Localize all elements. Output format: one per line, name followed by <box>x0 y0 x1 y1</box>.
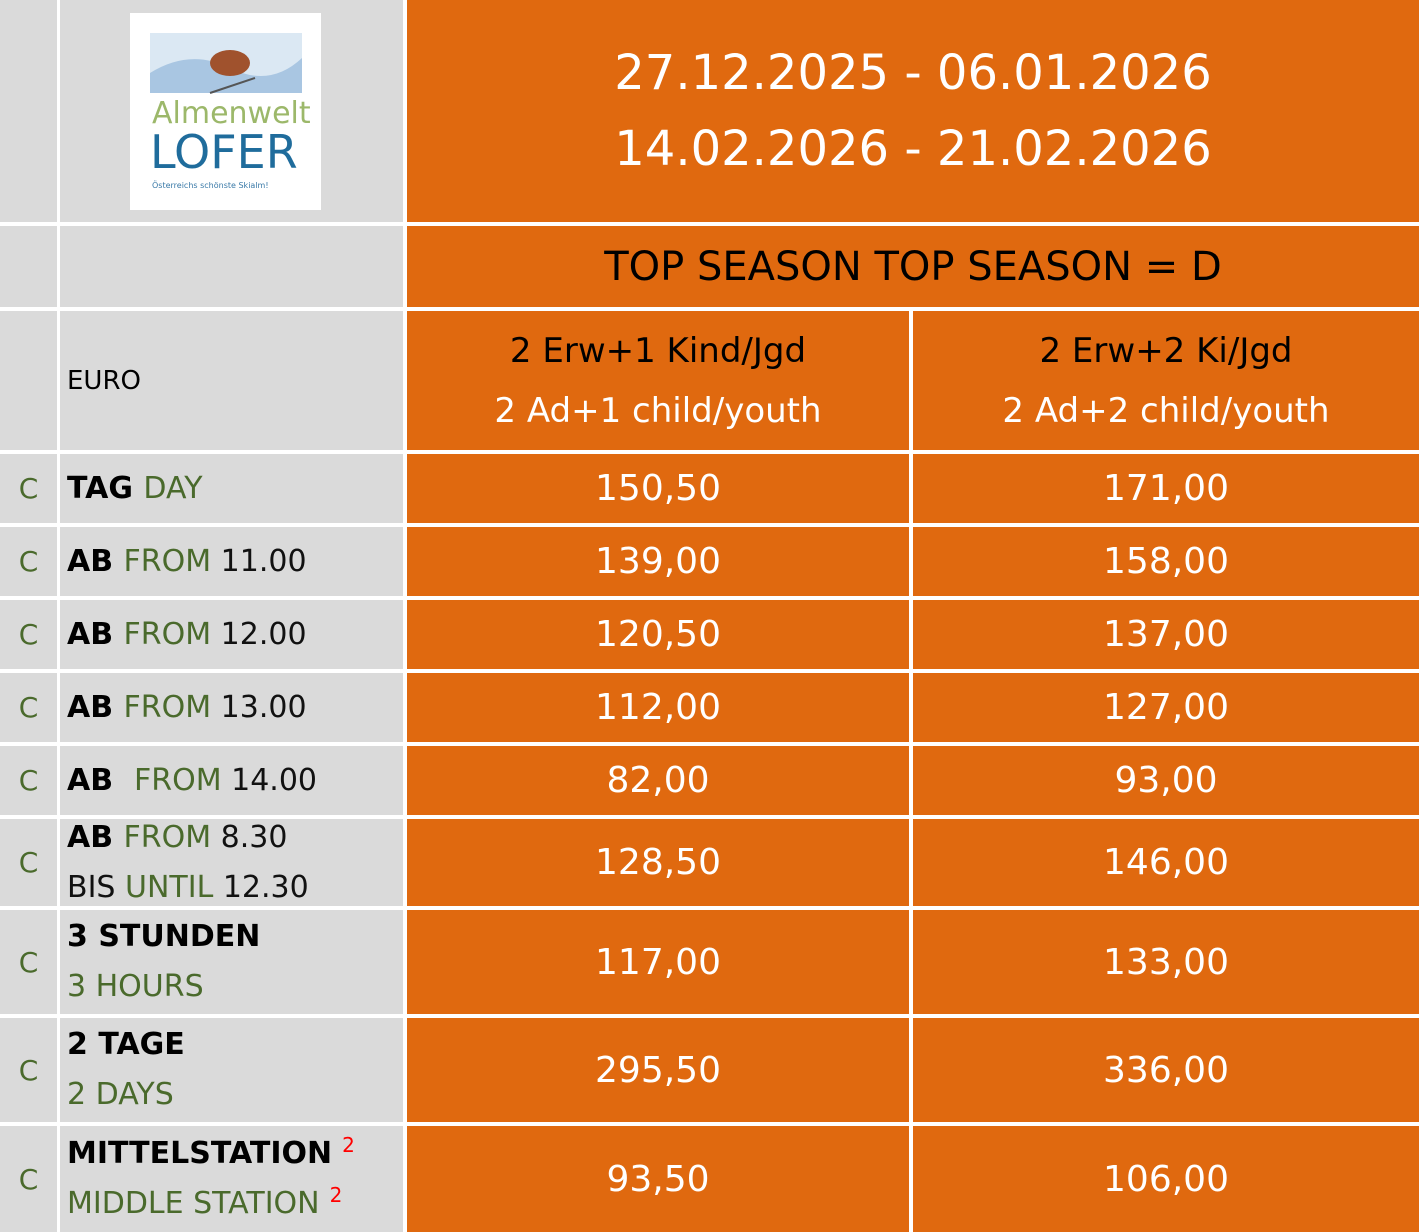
row-label: MITTELSTATION 2 MIDDLE STATION 2 <box>60 1126 403 1232</box>
price-cell: 171,00 <box>913 454 1419 523</box>
column-header-en: 2 Ad+1 child/youth <box>494 390 822 431</box>
price-cell: 93,00 <box>913 746 1419 815</box>
row-code: C <box>0 527 57 596</box>
date-range: 14.02.2026 - 21.02.2026 <box>614 121 1212 177</box>
svg-text:LOFER: LOFER <box>150 125 298 179</box>
season-label: TOP SEASON TOP SEASON = D <box>407 226 1419 307</box>
price-cell: 139,00 <box>407 527 909 596</box>
row-code: C <box>0 910 57 1014</box>
row-label: AB FROM 11.00 <box>60 527 403 596</box>
label-german: AB <box>67 819 124 855</box>
price-cell: 146,00 <box>913 819 1419 906</box>
row-label: AB FROM 8.30 BIS UNTIL 12.30 <box>60 819 403 906</box>
label-line: AB FROM 13.00 <box>67 683 307 733</box>
footnote-marker: 2 <box>329 1183 343 1207</box>
price-cell: 150,50 <box>407 454 909 523</box>
price-cell: 137,00 <box>913 600 1419 669</box>
label-english: 3 HOURS <box>67 969 204 1004</box>
label-line: AB FROM 11.00 <box>67 537 307 587</box>
almenwelt-lofer-logo: Almenwelt LOFER Österreichs schönste Ski… <box>130 13 321 210</box>
svg-text:Österreichs schönste Skialm!: Österreichs schönste Skialm! <box>152 180 269 190</box>
row-code: C <box>0 454 57 523</box>
empty-cell <box>0 226 57 307</box>
price-cell: 133,00 <box>913 910 1419 1014</box>
price-cell: 93,50 <box>407 1126 909 1232</box>
empty-cell <box>0 311 57 450</box>
price-cell: 295,50 <box>407 1018 909 1122</box>
label-english: UNTIL <box>125 869 223 905</box>
label-line: AB FROM 14.00 <box>67 756 317 806</box>
row-label: AB FROM 14.00 <box>60 746 403 815</box>
column-header-de: 2 Erw+2 Ki/Jgd <box>1039 330 1293 371</box>
label-german: AB <box>67 762 134 798</box>
label-line: 3 STUNDEN <box>67 912 260 962</box>
label-german: MITTELSTATION <box>67 1136 333 1171</box>
date-range: 27.12.2025 - 06.01.2026 <box>614 45 1212 101</box>
column-header-2: 2 Erw+2 Ki/Jgd 2 Ad+2 child/youth <box>913 311 1419 450</box>
label-german: AB <box>67 689 124 725</box>
price-cell: 112,00 <box>407 673 909 742</box>
label-english: MIDDLE STATION <box>67 1186 320 1221</box>
label-line: 2 DAYS <box>67 1070 174 1120</box>
row-label: TAG DAY <box>60 454 403 523</box>
currency-label: EURO <box>60 311 403 450</box>
label-german: BIS <box>67 869 126 905</box>
label-line: TAG DAY <box>67 464 203 514</box>
price-cell: 82,00 <box>407 746 909 815</box>
label-german: AB <box>67 616 124 652</box>
label-english: FROM <box>123 543 221 579</box>
empty-cell <box>60 226 403 307</box>
row-label: AB FROM 12.00 <box>60 600 403 669</box>
row-label: 3 STUNDEN 3 HOURS <box>60 910 403 1014</box>
label-english: DAY <box>143 470 203 506</box>
label-line: MIDDLE STATION 2 <box>67 1179 342 1229</box>
label-line: MITTELSTATION 2 <box>67 1129 355 1179</box>
label-english: FROM <box>123 689 221 725</box>
label-german: AB <box>67 543 124 579</box>
price-cell: 106,00 <box>913 1126 1419 1232</box>
empty-cell <box>0 0 57 222</box>
label-german: 13.00 <box>220 689 307 725</box>
row-code: C <box>0 673 57 742</box>
price-cell: 120,50 <box>407 600 909 669</box>
label-english: FROM <box>123 616 221 652</box>
label-english: FROM <box>133 762 232 798</box>
row-label: 2 TAGE 2 DAYS <box>60 1018 403 1122</box>
label-line: 2 TAGE <box>67 1020 185 1070</box>
row-label: AB FROM 13.00 <box>60 673 403 742</box>
label-german: 12.30 <box>222 869 309 905</box>
row-code: C <box>0 746 57 815</box>
row-code: C <box>0 1018 57 1122</box>
price-cell: 158,00 <box>913 527 1419 596</box>
price-cell: 128,50 <box>407 819 909 906</box>
label-german: 12.00 <box>220 616 307 652</box>
svg-text:Almenwelt: Almenwelt <box>152 96 311 131</box>
footnote-marker: 2 <box>342 1133 355 1157</box>
price-cell: 336,00 <box>913 1018 1419 1122</box>
label-line: BIS UNTIL 12.30 <box>67 863 309 913</box>
price-cell: 127,00 <box>913 673 1419 742</box>
label-german: TAG <box>67 470 144 506</box>
logo-cell: Almenwelt LOFER Österreichs schönste Ski… <box>60 0 403 222</box>
label-german: 11.00 <box>220 543 307 579</box>
label-german: 3 STUNDEN <box>67 919 261 954</box>
label-english: FROM <box>123 819 221 855</box>
date-ranges: 27.12.2025 - 06.01.2026 14.02.2026 - 21.… <box>407 0 1419 222</box>
label-german: 2 TAGE <box>67 1027 185 1062</box>
column-header-de: 2 Erw+1 Kind/Jgd <box>509 330 807 371</box>
price-cell: 117,00 <box>407 910 909 1014</box>
row-code: C <box>0 1126 57 1232</box>
currency-text: EURO <box>67 365 141 396</box>
row-code: C <box>0 819 57 906</box>
label-line: AB FROM 8.30 <box>67 813 287 863</box>
label-line: 3 HOURS <box>67 962 204 1012</box>
label-english: 2 DAYS <box>67 1077 174 1112</box>
label-german: 14.00 <box>231 762 318 798</box>
column-header-1: 2 Erw+1 Kind/Jgd 2 Ad+1 child/youth <box>407 311 909 450</box>
row-code: C <box>0 600 57 669</box>
column-header-en: 2 Ad+2 child/youth <box>1002 390 1330 431</box>
label-line: AB FROM 12.00 <box>67 610 307 660</box>
label-german: 8.30 <box>220 819 288 855</box>
